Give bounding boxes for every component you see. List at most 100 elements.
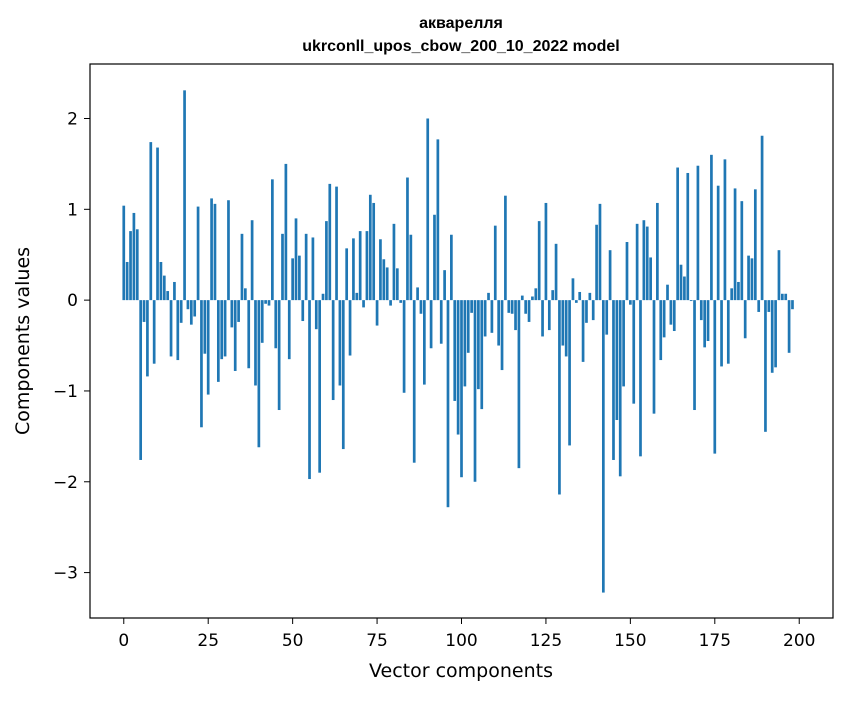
bar: [764, 300, 767, 432]
bar: [358, 231, 362, 301]
bar: [355, 292, 359, 301]
bar: [139, 300, 143, 460]
bar: [429, 300, 433, 349]
bar: [747, 255, 750, 301]
bar: [581, 300, 585, 362]
bar: [676, 167, 679, 301]
bar: [240, 233, 244, 301]
bar: [598, 203, 602, 301]
bar: [531, 296, 534, 301]
bar: [645, 226, 649, 301]
bar: [483, 300, 487, 337]
y-tick-label: 2: [67, 109, 78, 129]
bar: [656, 202, 659, 301]
bar: [186, 300, 190, 310]
bar: [767, 300, 771, 312]
bar: [426, 118, 430, 301]
bar: [348, 300, 352, 356]
bar: [233, 300, 237, 371]
bar: [524, 300, 528, 314]
bar: [274, 300, 278, 349]
bar: [260, 300, 264, 343]
bar: [456, 300, 460, 435]
bar: [416, 287, 419, 301]
bar: [632, 300, 636, 404]
bar: [787, 300, 791, 353]
bar: [250, 220, 254, 301]
y-tick-label: −2: [53, 473, 78, 493]
bar: [203, 300, 207, 354]
x-tick-label: 100: [445, 631, 477, 651]
bar: [149, 142, 153, 301]
bar: [737, 281, 740, 301]
bar: [574, 300, 578, 303]
bar: [659, 300, 663, 361]
bar: [166, 291, 170, 301]
bar: [537, 221, 541, 301]
bar: [497, 300, 500, 346]
bar: [412, 300, 416, 463]
y-axis-label: Components values: [12, 247, 34, 435]
bar: [490, 300, 494, 333]
y-tick-label: 1: [67, 200, 78, 220]
bar: [750, 258, 754, 301]
bar: [335, 186, 338, 301]
bar: [466, 300, 470, 353]
bar: [331, 300, 335, 401]
bar: [527, 300, 531, 322]
x-tick-label: 200: [783, 631, 815, 651]
bar: [666, 284, 669, 301]
bar: [341, 300, 345, 450]
bar: [547, 300, 551, 331]
bar: [571, 278, 575, 301]
bar: [389, 300, 392, 306]
bar: [173, 281, 176, 301]
bar: [216, 300, 220, 382]
bar: [710, 154, 713, 301]
bar: [612, 300, 615, 460]
bar: [237, 300, 240, 322]
bar: [210, 198, 213, 301]
bar: [689, 300, 693, 302]
bar: [453, 300, 457, 401]
bar: [196, 206, 200, 301]
bar: [176, 300, 180, 361]
bar: [298, 255, 301, 301]
bar: [578, 291, 582, 301]
bar: [669, 300, 673, 325]
bar: [629, 300, 632, 305]
bar: [743, 300, 747, 339]
bar: [510, 300, 514, 314]
bar: [365, 231, 369, 301]
bar: [338, 300, 342, 386]
bar: [352, 238, 355, 301]
bar: [608, 250, 612, 301]
bar: [200, 300, 203, 428]
bar: [409, 234, 413, 301]
bar: [193, 300, 197, 317]
bar: [662, 300, 666, 338]
bar: [294, 218, 298, 301]
bar: [439, 300, 443, 344]
bar: [267, 300, 271, 306]
bar: [247, 300, 251, 369]
bar: [321, 293, 325, 301]
bar: [480, 300, 484, 410]
bar: [791, 300, 794, 310]
bar: [402, 300, 406, 393]
bar: [362, 300, 365, 308]
x-tick-label: 125: [530, 631, 562, 651]
bar: [588, 292, 592, 301]
bar: [726, 300, 730, 364]
bar: [753, 189, 757, 301]
bar: [723, 159, 727, 301]
bar: [784, 293, 788, 301]
bar: [392, 223, 396, 301]
bar: [277, 300, 281, 411]
x-tick-label: 25: [197, 631, 219, 651]
bar: [534, 288, 538, 301]
bar: [652, 300, 656, 414]
bar: [169, 300, 173, 357]
bar: [152, 300, 156, 364]
